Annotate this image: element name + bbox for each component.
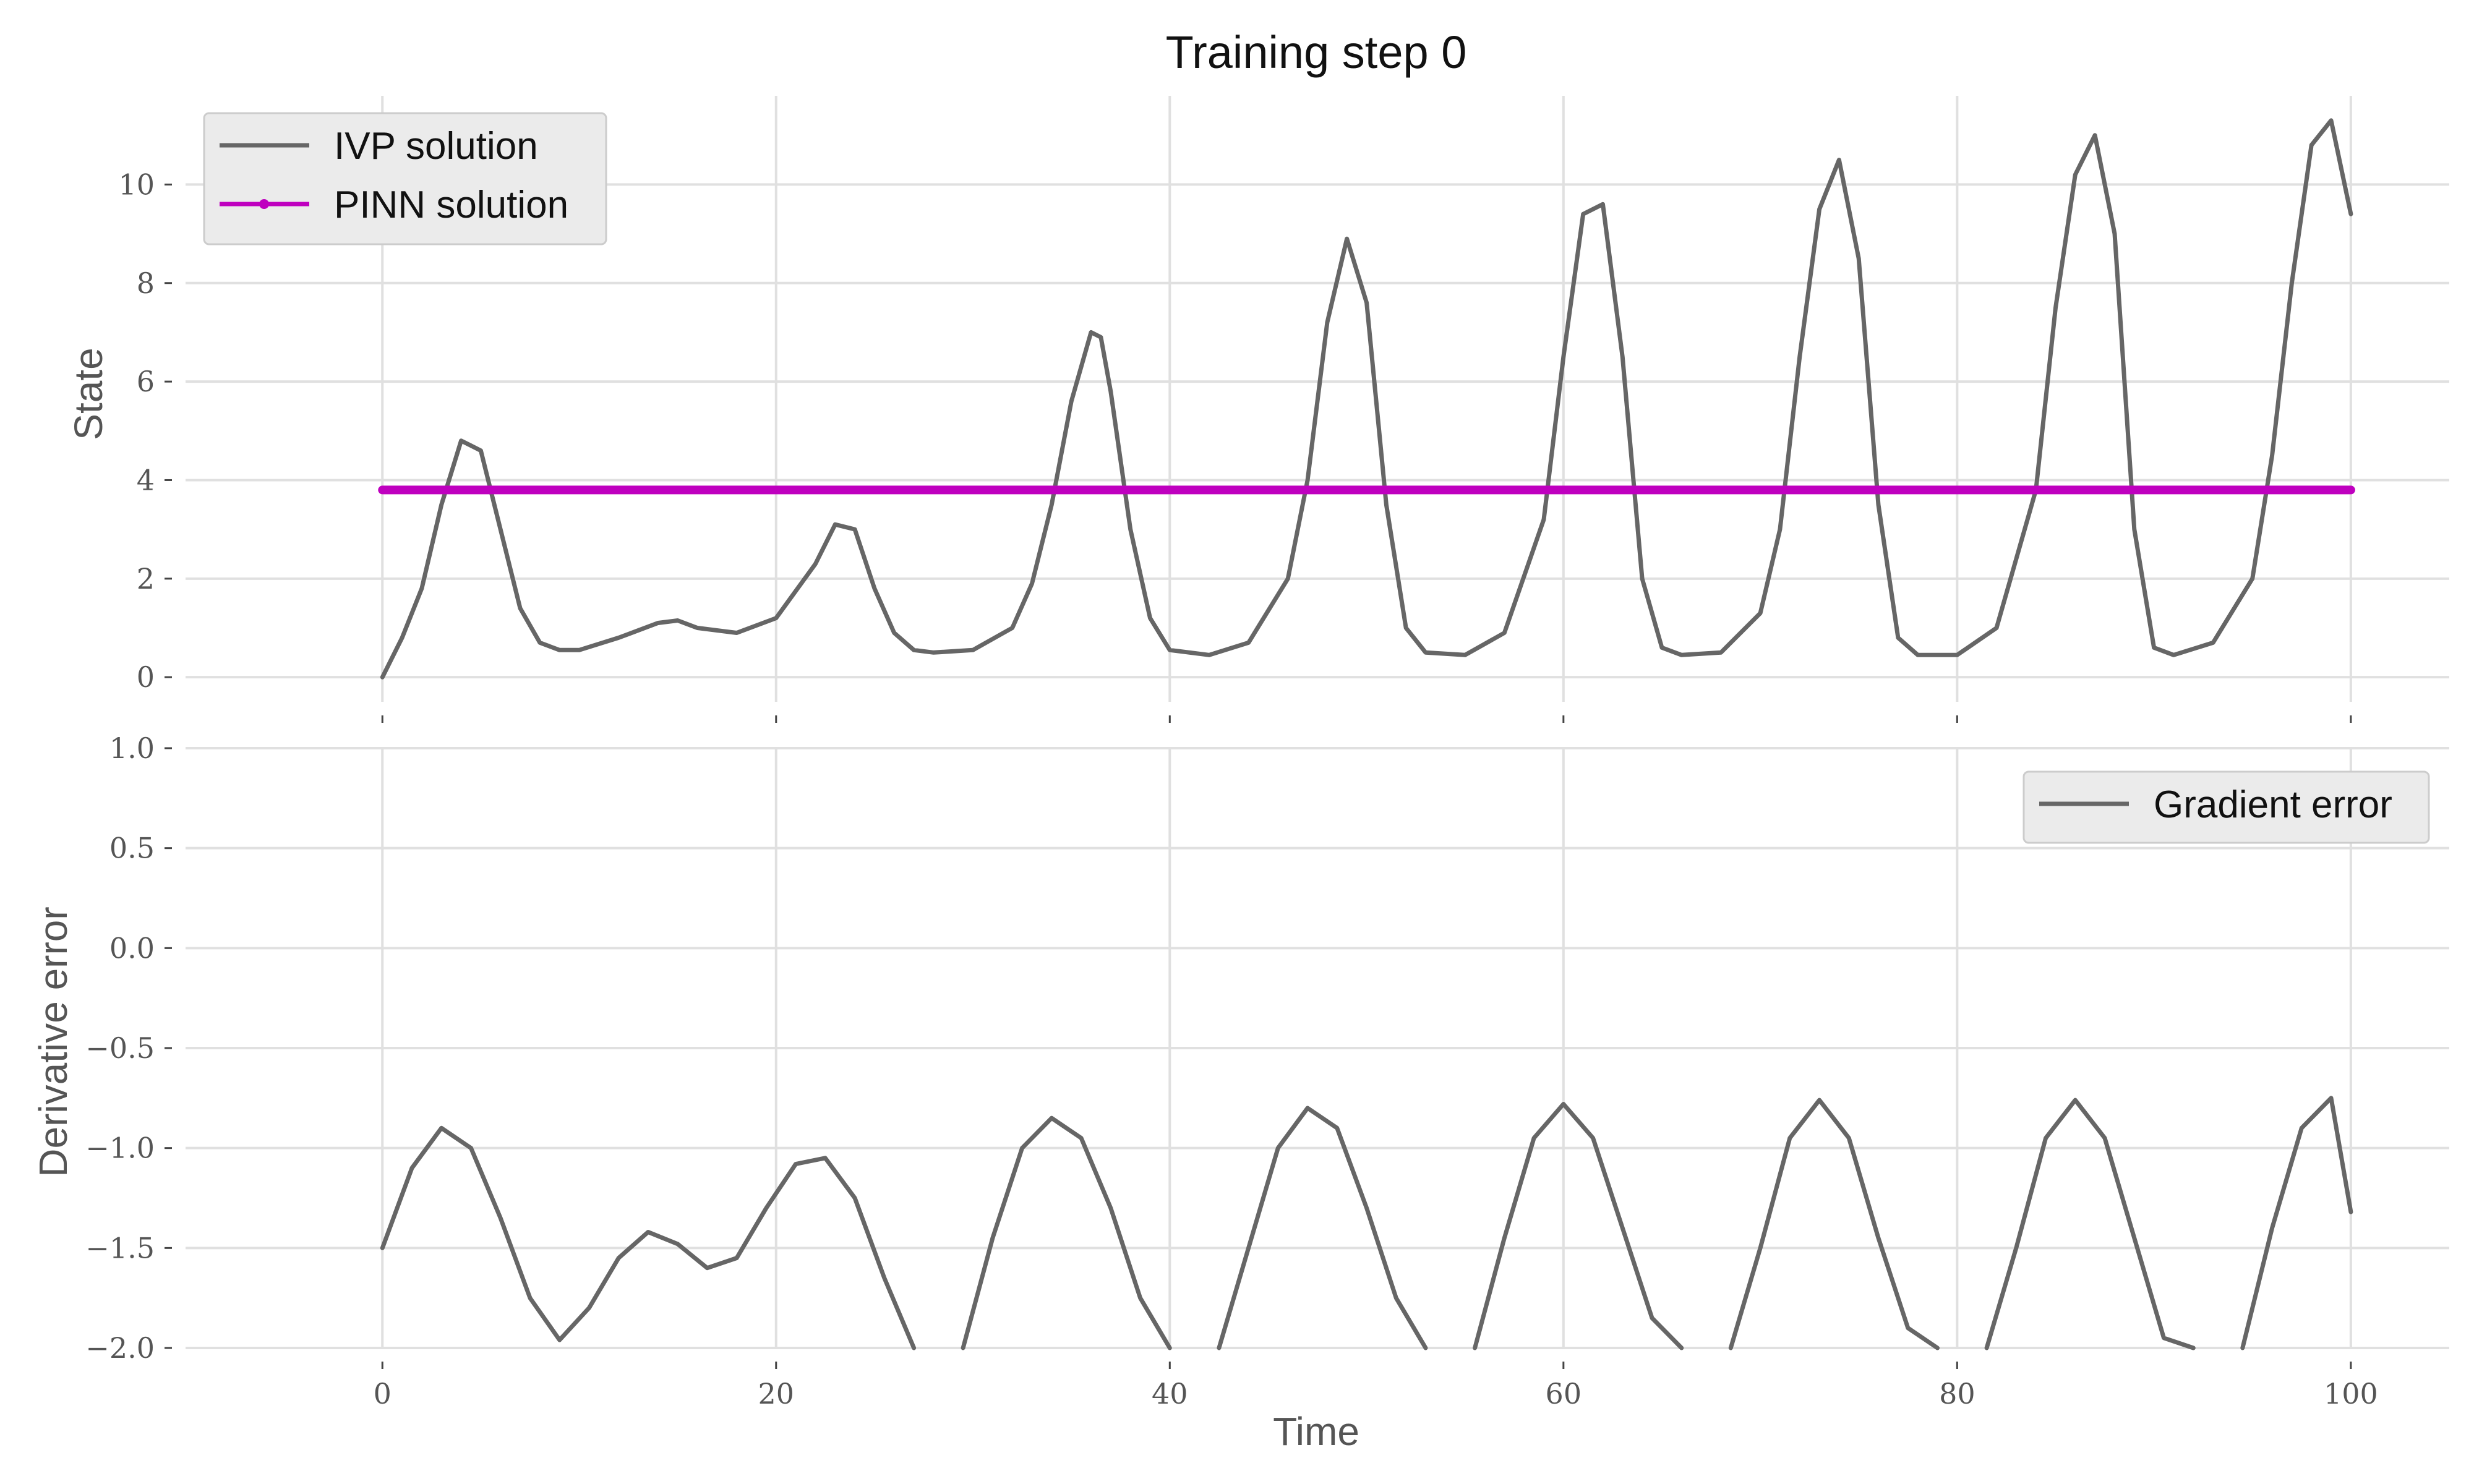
chart-title: Training step 0 — [1166, 27, 1467, 78]
y-tick-label: −1.5 — [85, 1231, 155, 1264]
ivp-legend-label: IVP solution — [334, 125, 538, 168]
y-tick-label: 8 — [137, 267, 155, 300]
pinn-legend-marker — [259, 199, 269, 209]
x-tick-label: 100 — [2324, 1377, 2378, 1410]
gradient-legend-box — [2022, 770, 2430, 844]
gradient-legend: Gradient error — [2022, 770, 2430, 844]
gradient-legend-label: Gradient error — [2154, 783, 2392, 826]
y-tick-label: 0.5 — [109, 832, 155, 865]
state-panel: 0 2 4 6 8 10 State IVP solution PINN solution — [66, 96, 2449, 723]
x-tick-label: 60 — [1546, 1377, 1582, 1410]
y-tick-label: 0.0 — [109, 931, 155, 965]
derivative-error-panel: 0 20 40 60 80 100 −2.0 −1.5 −1.0 −0.5 0.0 0.5 1.0 De… — [31, 731, 2449, 1410]
state-legend: IVP solution PINN solution — [203, 112, 607, 245]
x-tick-label: 40 — [1152, 1377, 1188, 1410]
y-tick-label: 4 — [137, 463, 155, 497]
y-tick-label: 1.0 — [109, 731, 155, 765]
y-tick-label: 2 — [137, 562, 155, 595]
y-tick-label: −2.0 — [85, 1331, 155, 1365]
y-tick-label: 6 — [137, 365, 155, 398]
ivp-solution-line — [380, 118, 2353, 680]
x-tick-label: 80 — [1939, 1377, 1975, 1410]
y-tick-label: 10 — [118, 168, 155, 201]
x-tick-label: 0 — [374, 1377, 392, 1410]
gradient-error-line — [380, 1096, 2353, 1350]
state-axis-label: State — [66, 348, 111, 440]
derivative-axis-label: Derivative error — [31, 906, 75, 1177]
y-tick-label: 0 — [137, 660, 155, 694]
y-tick-label: −1.0 — [85, 1132, 155, 1165]
pinn-legend-label: PINN solution — [334, 184, 568, 226]
x-axis-label: Time — [1273, 1409, 1359, 1454]
y-tick-label: −0.5 — [85, 1031, 155, 1065]
x-tick-label: 20 — [758, 1377, 795, 1410]
